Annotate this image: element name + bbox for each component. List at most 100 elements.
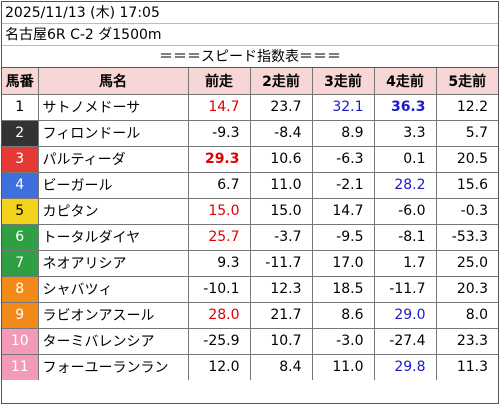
horse-number: 9 — [2, 301, 39, 329]
speed-index-value: 10.6 — [249, 145, 313, 173]
col-header-5-races-ago: 5走前 — [435, 68, 498, 95]
speed-index-value: -8.4 — [249, 119, 313, 147]
speed-index-table: 馬番 馬名 前走 2走前 3走前 4走前 5走前 1 サトノメドーサ 14.7 23.… — [2, 68, 498, 380]
horse-number: 7 — [2, 249, 39, 277]
speed-index-value: 5.7 — [435, 119, 498, 147]
speed-index-value: 10.7 — [249, 327, 313, 355]
speed-index-value: 12.0 — [187, 353, 251, 380]
speed-index-value: -6.3 — [311, 145, 375, 173]
speed-index-value: 1.7 — [373, 249, 437, 277]
horse-name: サトノメドーサ — [37, 93, 189, 121]
speed-index-value: 8.6 — [311, 301, 375, 329]
speed-index-value: 36.3 — [373, 93, 437, 121]
table-row: 8 シャバツィ -10.1 12.3 18.5 -11.7 20.3 — [2, 275, 498, 303]
horse-name: ラビオンアスール — [37, 301, 189, 329]
speed-index-value: 14.7 — [187, 93, 251, 121]
col-header-last-race: 前走 — [187, 68, 251, 95]
horse-number: 1 — [2, 93, 39, 121]
horse-name: ビーガール — [37, 171, 189, 199]
speed-index-value: 11.3 — [435, 353, 498, 380]
speed-index-value: 29.8 — [373, 353, 437, 380]
speed-index-value: -10.1 — [187, 275, 251, 303]
horse-number: 11 — [2, 353, 39, 380]
speed-index-value: -11.7 — [249, 249, 313, 277]
speed-index-value: 23.7 — [249, 93, 313, 121]
col-header-horse-name: 馬名 — [37, 68, 189, 95]
horse-name: カピタン — [37, 197, 189, 225]
speed-index-value: 9.3 — [187, 249, 251, 277]
horse-name: ネオアリシア — [37, 249, 189, 277]
speed-index-value: 8.4 — [249, 353, 313, 380]
speed-index-value: 29.3 — [187, 145, 251, 173]
speed-index-value: -27.4 — [373, 327, 437, 355]
speed-index-value: -2.1 — [311, 171, 375, 199]
header-row: 馬番 馬名 前走 2走前 3走前 4走前 5走前 — [2, 68, 498, 95]
speed-index-value: 12.3 — [249, 275, 313, 303]
col-header-2-races-ago: 2走前 — [249, 68, 313, 95]
speed-index-value: 0.1 — [373, 145, 437, 173]
speed-index-value: 11.0 — [249, 171, 313, 199]
table-row: 5 カピタン 15.0 15.0 14.7 -6.0 -0.3 — [2, 197, 498, 225]
speed-index-value: -0.3 — [435, 197, 498, 225]
horse-number: 8 — [2, 275, 39, 303]
table-row: 2 フィロンドール -9.3 -8.4 8.9 3.3 5.7 — [2, 119, 498, 147]
speed-index-value: 8.9 — [311, 119, 375, 147]
horse-name: パルティーダ — [37, 145, 189, 173]
col-header-4-races-ago: 4走前 — [373, 68, 437, 95]
horse-number: 2 — [2, 119, 39, 147]
table-row: 6 トータルダイヤ 25.7 -3.7 -9.5 -8.1 -53.3 — [2, 223, 498, 251]
speed-index-value: 29.0 — [373, 301, 437, 329]
speed-index-value: -8.1 — [373, 223, 437, 251]
horse-number: 5 — [2, 197, 39, 225]
table-row: 1 サトノメドーサ 14.7 23.7 32.1 36.3 12.2 — [2, 93, 498, 121]
speed-index-value: 25.0 — [435, 249, 498, 277]
horse-name: ターミバレンシア — [37, 327, 189, 355]
table-row: 3 パルティーダ 29.3 10.6 -6.3 0.1 20.5 — [2, 145, 498, 173]
speed-index-value: 21.7 — [249, 301, 313, 329]
speed-index-value: 17.0 — [311, 249, 375, 277]
speed-index-value: 20.3 — [435, 275, 498, 303]
speed-index-value: -9.3 — [187, 119, 251, 147]
speed-index-value: 15.6 — [435, 171, 498, 199]
speed-index-value: 15.0 — [187, 197, 251, 225]
speed-index-value: -9.5 — [311, 223, 375, 251]
horse-number: 4 — [2, 171, 39, 199]
speed-index-value: -11.7 — [373, 275, 437, 303]
speed-index-value: -6.0 — [373, 197, 437, 225]
race-info: 名古屋6R C-2 ダ1500m — [2, 24, 498, 46]
speed-index-value: 32.1 — [311, 93, 375, 121]
speed-index-value: 11.0 — [311, 353, 375, 380]
horse-name: フィロンドール — [37, 119, 189, 147]
horse-name: シャバツィ — [37, 275, 189, 303]
speed-index-value: -25.9 — [187, 327, 251, 355]
col-header-number: 馬番 — [2, 68, 39, 95]
table-row: 11 フォーユーランラン 12.0 8.4 11.0 29.8 11.3 — [2, 353, 498, 380]
table-title: ＝＝＝スピード指数表＝＝＝ — [2, 46, 498, 68]
speed-index-value: -53.3 — [435, 223, 498, 251]
speed-index-value: 18.5 — [311, 275, 375, 303]
speed-index-value: 23.3 — [435, 327, 498, 355]
speed-index-value: 28.0 — [187, 301, 251, 329]
speed-index-value: -3.7 — [249, 223, 313, 251]
speed-index-value: 3.3 — [373, 119, 437, 147]
speed-index-value: -3.0 — [311, 327, 375, 355]
horse-name: フォーユーランラン — [37, 353, 189, 380]
speed-index-value: 20.5 — [435, 145, 498, 173]
table-row: 7 ネオアリシア 9.3 -11.7 17.0 1.7 25.0 — [2, 249, 498, 277]
horse-name: トータルダイヤ — [37, 223, 189, 251]
speed-index-value: 25.7 — [187, 223, 251, 251]
table-row: 10 ターミバレンシア -25.9 10.7 -3.0 -27.4 23.3 — [2, 327, 498, 355]
table-row: 4 ビーガール 6.7 11.0 -2.1 28.2 15.6 — [2, 171, 498, 199]
speed-index-value: 12.2 — [435, 93, 498, 121]
horse-number: 3 — [2, 145, 39, 173]
speed-index-value: 6.7 — [187, 171, 251, 199]
speed-index-value: 28.2 — [373, 171, 437, 199]
date-time: 2025/11/13 (木) 17:05 — [2, 2, 498, 24]
horse-number: 10 — [2, 327, 39, 355]
col-header-3-races-ago: 3走前 — [311, 68, 375, 95]
speed-index-value: 14.7 — [311, 197, 375, 225]
speed-index-value: 8.0 — [435, 301, 498, 329]
table-row: 9 ラビオンアスール 28.0 21.7 8.6 29.0 8.0 — [2, 301, 498, 329]
speed-index-value: 15.0 — [249, 197, 313, 225]
